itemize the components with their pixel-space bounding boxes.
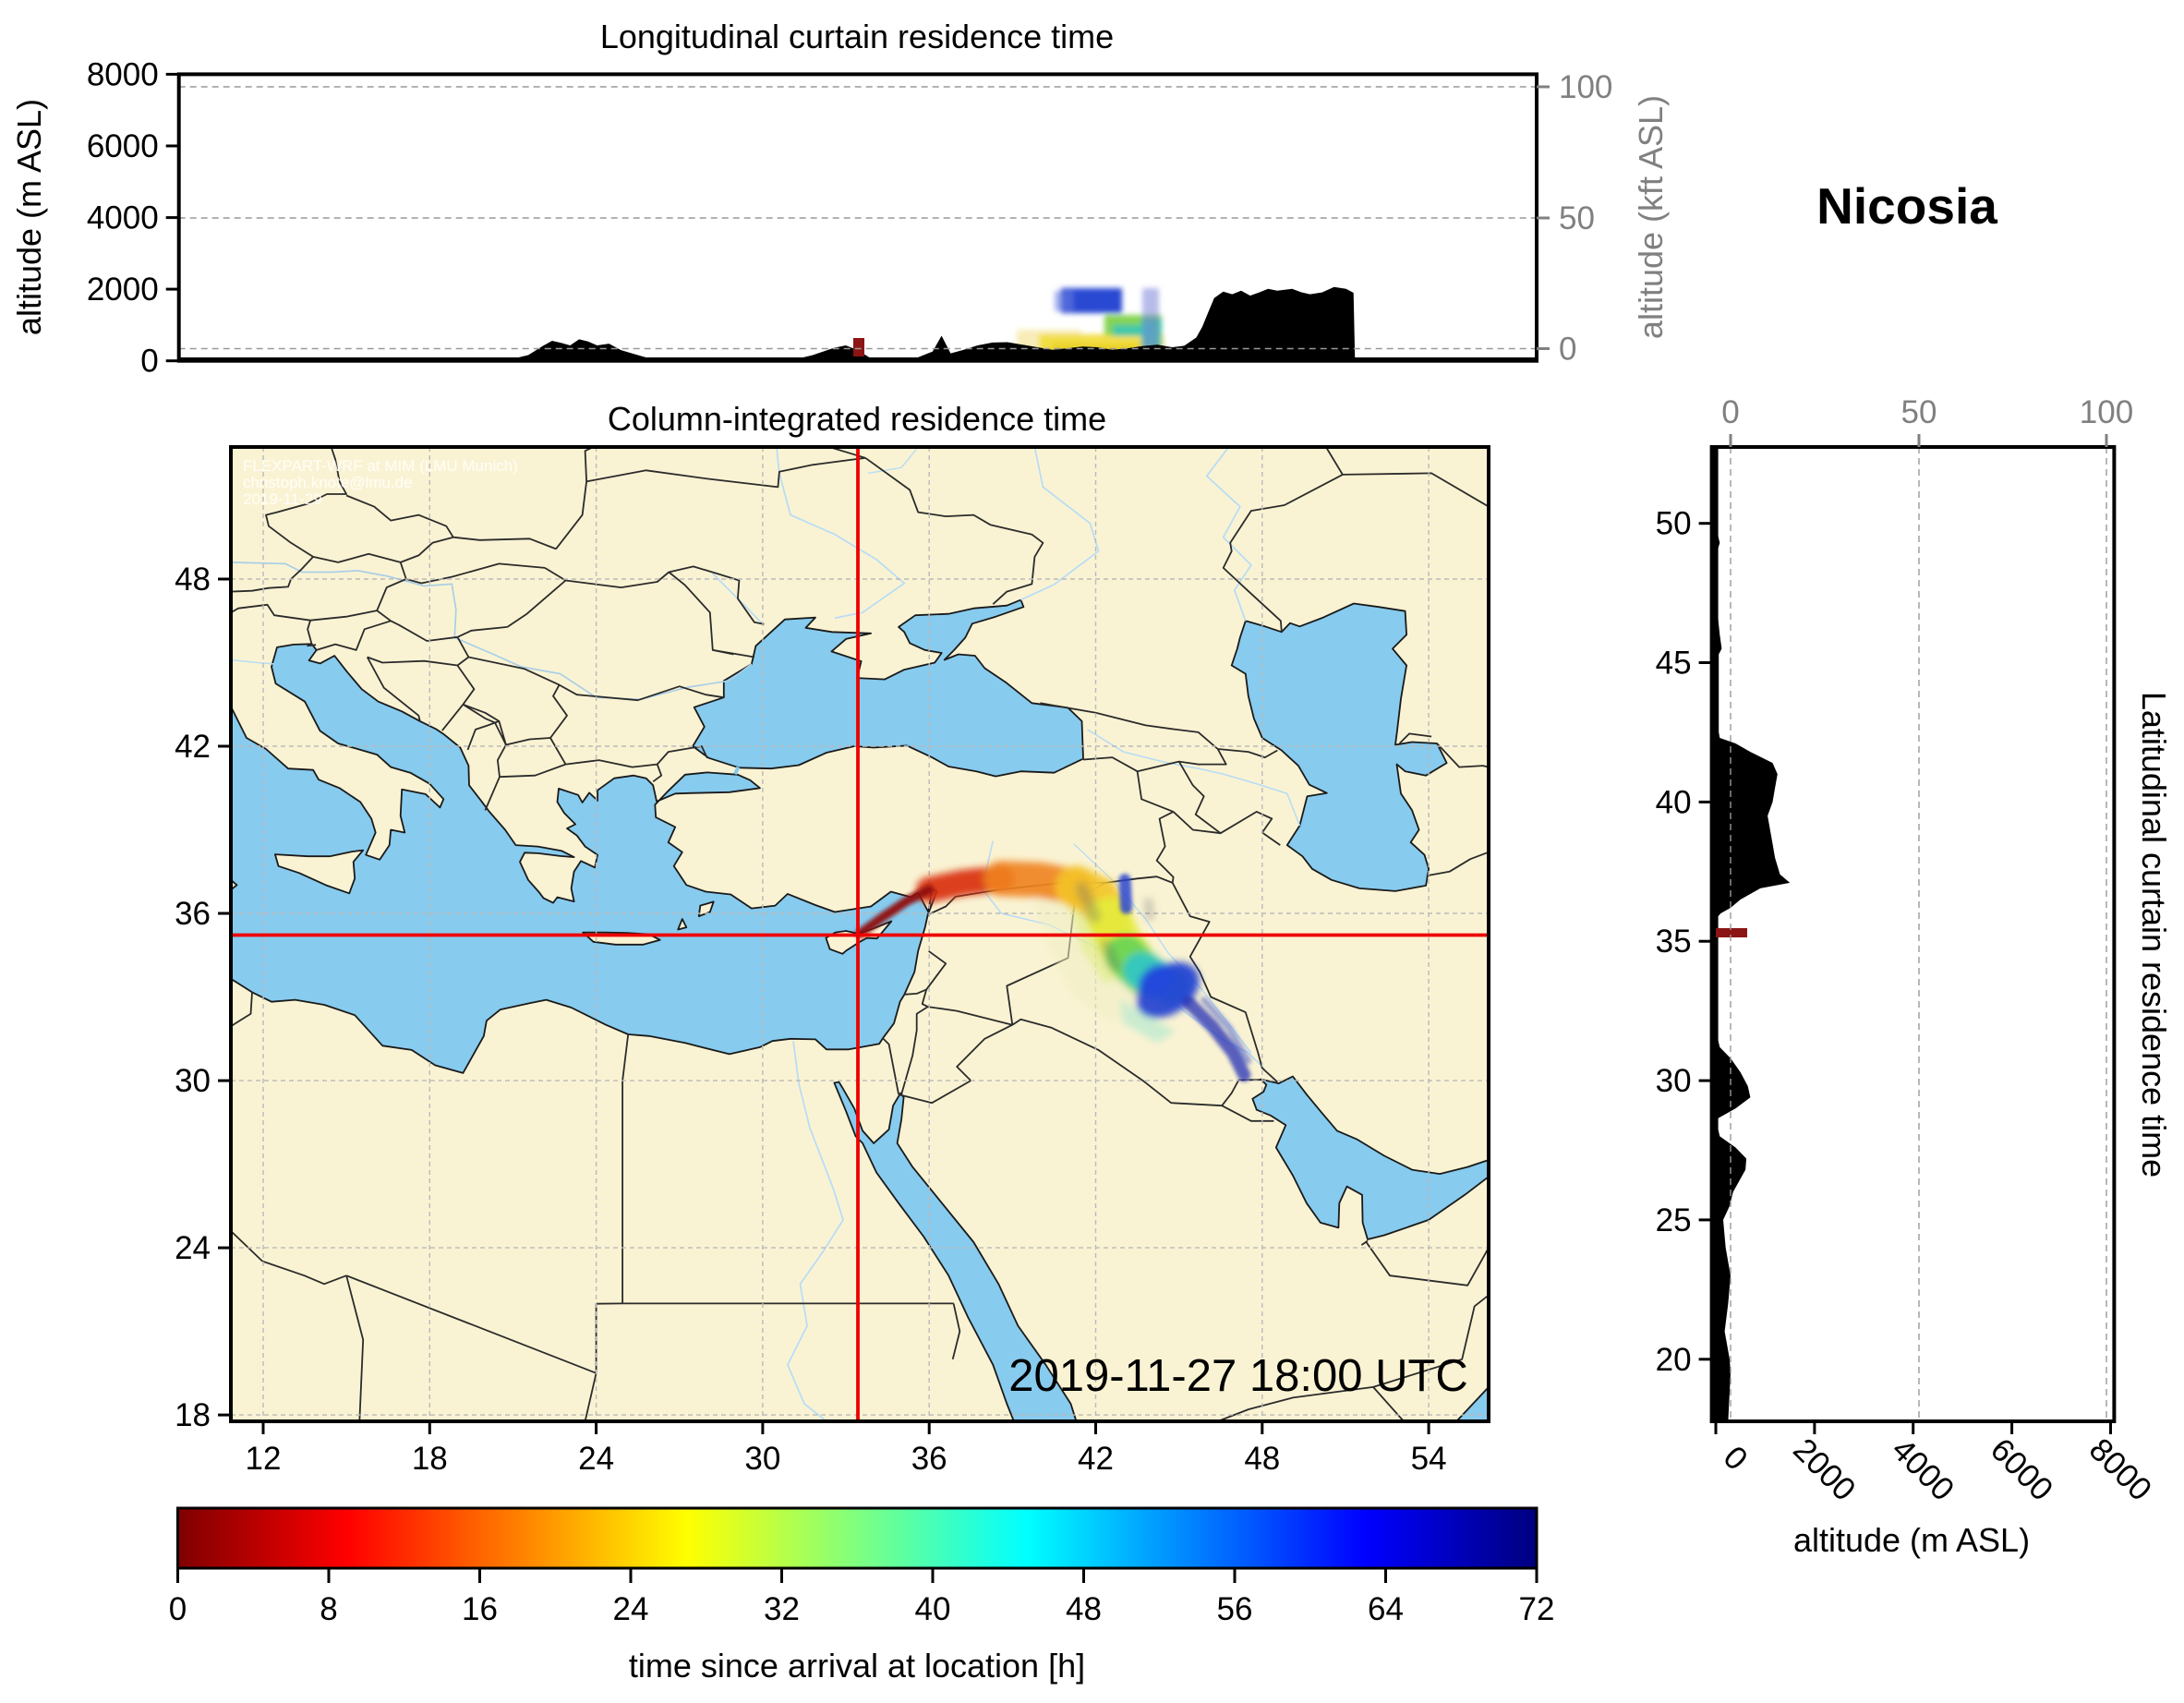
svg-text:2019-11-27 18:00 UTC: 2019-11-27 18:00 UTC (1008, 1351, 1468, 1401)
svg-text:40: 40 (1656, 784, 1692, 820)
svg-text:20: 20 (1656, 1342, 1692, 1378)
svg-text:50: 50 (1656, 506, 1692, 542)
svg-text:christoph.knote@lmu.de: christoph.knote@lmu.de (243, 474, 413, 491)
svg-text:32: 32 (764, 1591, 800, 1627)
svg-text:30: 30 (175, 1063, 211, 1099)
svg-text:altitude (m ASL): altitude (m ASL) (1793, 1521, 2030, 1559)
svg-text:36: 36 (911, 1441, 947, 1477)
svg-text:50: 50 (1559, 200, 1595, 236)
svg-text:0: 0 (169, 1591, 187, 1627)
svg-text:72: 72 (1519, 1591, 1555, 1627)
svg-text:48: 48 (1244, 1441, 1280, 1477)
svg-text:2000: 2000 (87, 272, 159, 308)
svg-text:56: 56 (1217, 1591, 1253, 1627)
svg-text:8000: 8000 (87, 56, 159, 92)
svg-text:time since arrival at location: time since arrival at location [h] (629, 1647, 1085, 1685)
svg-text:12: 12 (246, 1441, 282, 1477)
svg-text:altitude (kft ASL): altitude (kft ASL) (1632, 95, 1670, 339)
svg-text:36: 36 (175, 896, 211, 932)
svg-text:Latitudinal curtain residence: Latitudinal curtain residence time (2135, 692, 2173, 1178)
svg-text:45: 45 (1656, 646, 1692, 682)
svg-text:2019-11-29: 2019-11-29 (243, 490, 322, 508)
svg-text:Column-integrated residence ti: Column-integrated residence time (608, 400, 1106, 438)
svg-text:Longitudinal curtain residence: Longitudinal curtain residence time (600, 18, 1114, 55)
svg-text:42: 42 (175, 729, 211, 765)
svg-text:48: 48 (175, 562, 211, 598)
svg-text:54: 54 (1411, 1441, 1447, 1477)
svg-text:18: 18 (412, 1441, 448, 1477)
svg-text:0: 0 (1721, 394, 1739, 430)
svg-text:30: 30 (1656, 1063, 1692, 1099)
svg-text:0: 0 (1559, 332, 1576, 368)
svg-text:30: 30 (744, 1441, 780, 1477)
svg-text:6000: 6000 (87, 128, 159, 164)
svg-text:24: 24 (175, 1230, 211, 1266)
svg-text:100: 100 (2080, 394, 2133, 430)
svg-text:altitude (m ASL): altitude (m ASL) (10, 99, 48, 335)
svg-text:100: 100 (1559, 69, 1612, 105)
svg-text:64: 64 (1368, 1591, 1404, 1627)
svg-text:8: 8 (320, 1591, 337, 1627)
svg-text:50: 50 (1901, 394, 1937, 430)
svg-text:25: 25 (1656, 1202, 1692, 1238)
svg-text:24: 24 (578, 1441, 614, 1477)
svg-text:4000: 4000 (87, 200, 159, 236)
svg-text:18: 18 (175, 1397, 211, 1433)
svg-text:24: 24 (613, 1591, 649, 1627)
svg-text:48: 48 (1066, 1591, 1102, 1627)
svg-text:FLEXPART-WRF at MIM (LMU Munic: FLEXPART-WRF at MIM (LMU Munich) (243, 457, 518, 475)
svg-text:40: 40 (915, 1591, 951, 1627)
svg-text:16: 16 (462, 1591, 498, 1627)
svg-text:35: 35 (1656, 924, 1692, 960)
svg-text:Nicosia: Nicosia (1816, 177, 1997, 235)
svg-text:0: 0 (140, 344, 158, 380)
svg-text:42: 42 (1078, 1441, 1114, 1477)
